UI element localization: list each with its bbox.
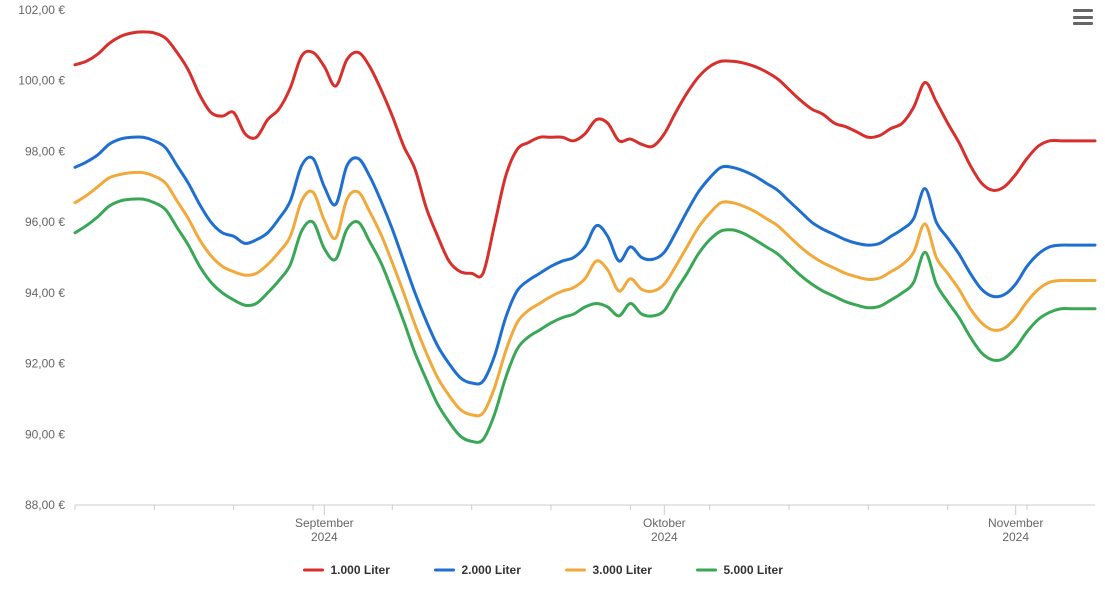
y-axis-tick-label: 98,00 € <box>25 144 65 158</box>
y-axis-tick-label: 90,00 € <box>25 427 65 441</box>
x-axis-year-label: 2024 <box>311 530 338 544</box>
legend-label[interactable]: 1.000 Liter <box>331 563 391 577</box>
series-line <box>75 32 1095 277</box>
hamburger-icon-bar <box>1073 22 1093 25</box>
series-line <box>75 137 1095 384</box>
price-chart: 88,00 € 90,00 € 92,00 € 94,00 € 96,00 € 98,00… <box>0 0 1105 602</box>
x-axis-month-label: Oktober <box>643 516 686 530</box>
y-axis-tick-label: 94,00 € <box>25 286 65 300</box>
y-axis-tick-label: 88,00 € <box>25 498 65 512</box>
legend-label[interactable]: 3.000 Liter <box>593 563 653 577</box>
x-axis-month-label: September <box>295 516 354 530</box>
x-axis-month-label: November <box>988 516 1043 530</box>
legend-label[interactable]: 2.000 Liter <box>462 563 522 577</box>
y-axis-tick-label: 102,00 € <box>18 3 65 17</box>
chart-canvas: 88,00 € 90,00 € 92,00 € 94,00 € 96,00 € 98,00… <box>0 0 1105 602</box>
y-axis-tick-label: 96,00 € <box>25 215 65 229</box>
y-axis-tick-label: 100,00 € <box>18 74 65 88</box>
y-axis-tick-label: 92,00 € <box>25 357 65 371</box>
legend-label[interactable]: 5.000 Liter <box>724 563 784 577</box>
x-axis-year-label: 2024 <box>651 530 678 544</box>
hamburger-icon-bar <box>1073 16 1093 19</box>
chart-menu-button[interactable] <box>1071 6 1095 28</box>
x-axis-year-label: 2024 <box>1002 530 1029 544</box>
hamburger-icon-bar <box>1073 9 1093 12</box>
